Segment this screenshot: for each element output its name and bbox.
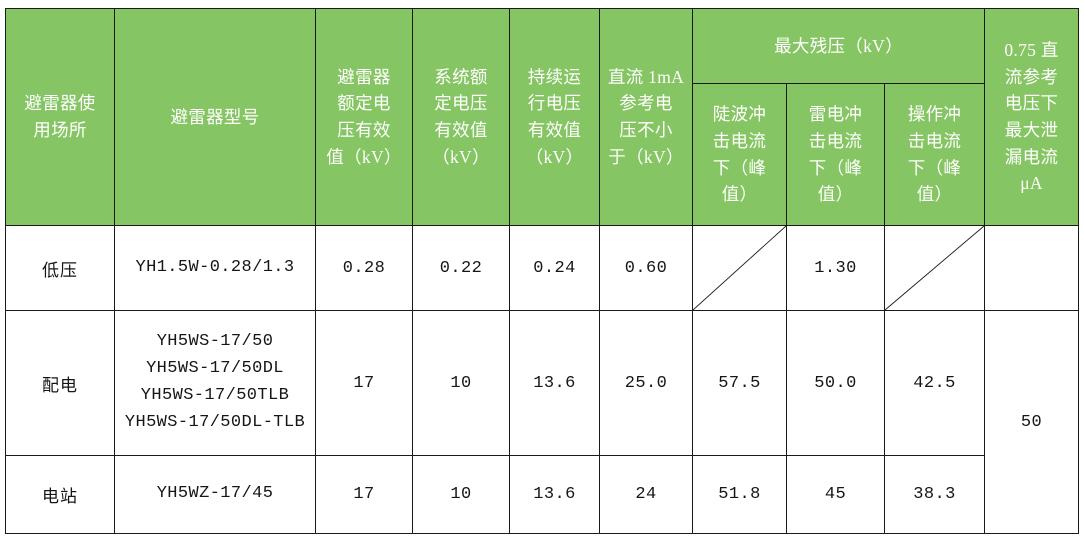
diagonal-slash-icon [693, 226, 786, 310]
column-header-switching-impulse-current-label: 操作冲 击电流 下（峰 值） [907, 104, 962, 205]
column-header-dc-1ma-reference-label: 直流 1mA 参考电 压不小 于（kV） [607, 66, 685, 167]
diagonal-slash-icon [885, 226, 984, 310]
cell-max-leakage-current-empty [984, 225, 1079, 311]
cell-rated-voltage: 17 [315, 455, 413, 534]
surge-arrester-spec-table: 避雷器使 用场所 避雷器型号 避雷器 额定电 压有效 值（kV） 系统额 定电压… [5, 8, 1079, 534]
column-header-rated-voltage-label: 避雷器 额定电 压有效 值（kV） [326, 66, 402, 167]
column-header-steep-wave-current: 陡波冲 击电流 下（峰 值） [692, 83, 787, 226]
cell-dc-1ma-reference: 0.60 [599, 225, 693, 311]
cell-system-rated-voltage: 10 [412, 310, 510, 456]
column-header-max-leakage-current-label: 0.75 直 流参考 电压下 最大泄 漏电流 μA [1004, 40, 1059, 194]
cell-lightning-impulse: 45 [786, 455, 885, 534]
column-header-dc-1ma-reference: 直流 1mA 参考电 压不小 于（kV） [599, 8, 693, 226]
cell-dc-1ma-reference: 24 [599, 455, 693, 534]
column-header-continuous-voltage: 持续运 行电压 有效值 （kV） [509, 8, 600, 226]
cell-steep-wave-impulse: 51.8 [692, 455, 787, 534]
cell-usage-site: 配电 [5, 310, 115, 456]
column-header-system-rated-voltage-label: 系统额 定电压 有效值 （kV） [432, 66, 490, 167]
cell-usage-site: 电站 [5, 455, 115, 534]
table-body: 低压 YH1.5W-0.28/1.3 0.28 0.22 0.24 0.60 1… [5, 225, 1079, 534]
column-header-model: 避雷器型号 [114, 8, 316, 226]
column-header-usage-site: 避雷器使 用场所 [5, 8, 115, 226]
cell-model: YH5WS-17/50 YH5WS-17/50DL YH5WS-17/50TLB… [114, 310, 316, 456]
cell-usage-site: 低压 [5, 225, 115, 311]
column-header-max-leakage-current: 0.75 直 流参考 电压下 最大泄 漏电流 μA [984, 8, 1079, 226]
table-header-row-secondary: 陡波冲 击电流 下（峰 值） 雷电冲 击电流 下（峰 值） 操作冲 击电流 下（… [6, 83, 1079, 226]
cell-system-rated-voltage: 0.22 [412, 225, 510, 311]
column-header-steep-wave-current-label: 陡波冲 击电流 下（峰 值） [712, 104, 767, 205]
cell-switching-impulse-not-applicable [884, 225, 985, 311]
cell-max-leakage-current: 50 [984, 310, 1079, 534]
cell-continuous-voltage: 13.6 [509, 310, 600, 456]
cell-model: YH1.5W-0.28/1.3 [114, 225, 316, 311]
column-header-usage-site-label: 避雷器使 用场所 [24, 93, 96, 140]
column-header-lightning-impulse-current: 雷电冲 击电流 下（峰 值） [786, 83, 885, 226]
cell-steep-wave-impulse: 57.5 [692, 310, 787, 456]
cell-lightning-impulse: 50.0 [786, 310, 885, 456]
table-row: 电站 YH5WZ-17/45 17 10 13.6 24 51.8 45 38.… [5, 455, 1079, 534]
table-row: 配电 YH5WS-17/50 YH5WS-17/50DL YH5WS-17/50… [5, 310, 1079, 534]
column-header-group-max-residual-voltage: 最大残压（kV） [692, 8, 985, 84]
table-row: 低压 YH1.5W-0.28/1.3 0.28 0.22 0.24 0.60 1… [5, 225, 1079, 311]
cell-steep-wave-not-applicable [692, 225, 787, 311]
cell-system-rated-voltage: 10 [412, 455, 510, 534]
cell-continuous-voltage: 0.24 [509, 225, 600, 311]
column-header-system-rated-voltage: 系统额 定电压 有效值 （kV） [412, 8, 510, 226]
column-header-model-label: 避雷器型号 [170, 106, 260, 127]
column-header-continuous-voltage-label: 持续运 行电压 有效值 （kV） [525, 66, 584, 167]
cell-switching-impulse: 42.5 [884, 310, 985, 456]
cell-continuous-voltage: 13.6 [509, 455, 600, 534]
cell-dc-1ma-reference: 25.0 [599, 310, 693, 456]
column-header-switching-impulse-current: 操作冲 击电流 下（峰 值） [884, 83, 985, 226]
table-header-row-primary: 避雷器使 用场所 避雷器型号 避雷器 额定电 压有效 值（kV） 系统额 定电压… [5, 8, 1079, 226]
column-header-rated-voltage: 避雷器 额定电 压有效 值（kV） [315, 8, 413, 226]
table-header: 避雷器使 用场所 避雷器型号 避雷器 额定电 压有效 值（kV） 系统额 定电压… [5, 8, 1079, 226]
cell-rated-voltage: 17 [315, 310, 413, 456]
cell-rated-voltage: 0.28 [315, 225, 413, 311]
cell-lightning-impulse: 1.30 [786, 225, 885, 311]
cell-model: YH5WZ-17/45 [114, 455, 316, 534]
column-header-group-max-residual-voltage-label: 最大残压（kV） [774, 35, 903, 56]
cell-switching-impulse: 38.3 [884, 455, 985, 534]
column-header-lightning-impulse-current-label: 雷电冲 击电流 下（峰 值） [808, 104, 863, 205]
surge-arrester-spec-table-container: 避雷器使 用场所 避雷器型号 避雷器 额定电 压有效 值（kV） 系统额 定电压… [5, 8, 1079, 534]
